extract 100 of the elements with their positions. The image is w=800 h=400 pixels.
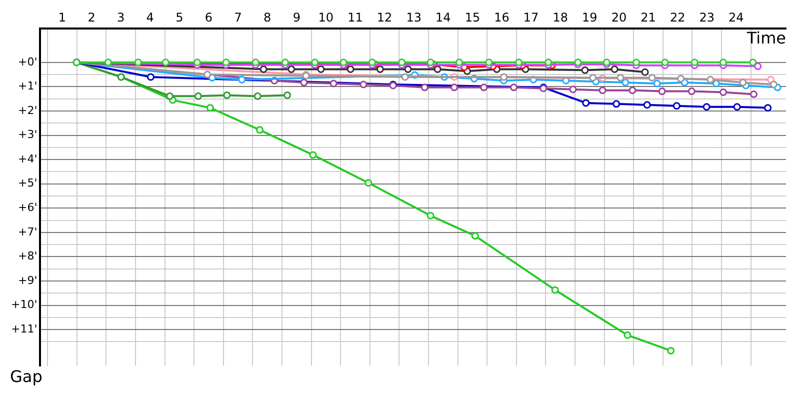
- point: [764, 104, 772, 112]
- point: [471, 232, 479, 240]
- point: [515, 58, 523, 66]
- point: [544, 58, 552, 66]
- x-tick-label: 24: [728, 10, 744, 24]
- point: [628, 86, 636, 94]
- point: [360, 80, 368, 88]
- x-tick-label: 19: [582, 10, 598, 24]
- point: [485, 58, 493, 66]
- x-tick-label: 12: [376, 10, 392, 24]
- point: [616, 74, 624, 82]
- point: [582, 99, 590, 107]
- point: [622, 78, 630, 86]
- point: [610, 65, 618, 73]
- point: [260, 65, 268, 73]
- point: [401, 73, 409, 81]
- x-axis-title: Time: [746, 28, 786, 48]
- x-tick-label: 3: [117, 10, 125, 24]
- point: [398, 58, 406, 66]
- point: [206, 104, 214, 112]
- point: [688, 88, 696, 96]
- point: [551, 286, 559, 294]
- y-tick-label: +1': [18, 80, 38, 93]
- point: [749, 58, 757, 66]
- y-tick-label: +2': [18, 104, 38, 117]
- x-tick-label: 13: [406, 10, 422, 24]
- point: [612, 100, 620, 108]
- point: [720, 58, 728, 66]
- point: [134, 58, 142, 66]
- point: [500, 73, 508, 81]
- y-tick-label: +7': [18, 225, 38, 238]
- y-tick-label: +6': [18, 200, 38, 214]
- point: [426, 212, 434, 220]
- point: [146, 73, 154, 81]
- point: [598, 86, 606, 94]
- point: [706, 76, 714, 84]
- y-tick-label: +10': [10, 298, 38, 312]
- point: [222, 58, 230, 66]
- point: [281, 58, 289, 66]
- x-tick-label: 20: [611, 10, 627, 24]
- y-tick-label: +11': [10, 322, 38, 336]
- point: [254, 92, 262, 100]
- point: [480, 84, 488, 92]
- point: [404, 65, 412, 73]
- x-tick-label: 21: [640, 10, 656, 24]
- point: [733, 103, 741, 111]
- y-axis-title: Gap: [10, 367, 42, 386]
- point: [166, 92, 174, 100]
- point: [750, 90, 758, 98]
- point: [450, 84, 458, 92]
- y-tick-label: +4': [18, 152, 38, 166]
- point: [648, 74, 656, 82]
- x-tick-label: 2: [88, 10, 96, 24]
- point: [194, 92, 202, 100]
- point: [581, 66, 589, 74]
- x-tick-label: 8: [264, 10, 272, 24]
- point: [346, 65, 354, 73]
- point: [288, 65, 296, 73]
- point: [456, 58, 464, 66]
- point: [204, 70, 212, 78]
- x-tick-label: 22: [670, 10, 686, 24]
- point: [667, 346, 675, 354]
- point: [658, 88, 666, 96]
- point: [770, 80, 778, 88]
- point: [309, 151, 317, 159]
- point: [589, 74, 597, 82]
- point: [252, 58, 260, 66]
- point: [330, 80, 338, 88]
- y-tick-label: +8': [18, 250, 38, 263]
- point: [677, 74, 685, 82]
- x-tick-label: 9: [292, 10, 300, 24]
- x-tick-label: 16: [494, 10, 510, 24]
- point: [569, 86, 577, 94]
- point: [104, 58, 112, 66]
- point: [702, 103, 710, 111]
- point: [162, 58, 170, 66]
- point: [690, 58, 698, 66]
- point: [661, 58, 669, 66]
- x-tick-label: 18: [552, 10, 568, 24]
- point: [672, 102, 680, 110]
- point: [426, 58, 434, 66]
- point: [284, 91, 292, 99]
- point: [510, 84, 518, 92]
- point: [624, 331, 632, 339]
- point: [720, 88, 728, 96]
- point: [317, 65, 325, 73]
- x-tick-label: 23: [699, 10, 715, 24]
- point: [754, 62, 762, 70]
- x-tick-label: 7: [234, 10, 242, 24]
- y-tick-label: +3': [18, 128, 38, 142]
- x-tick-label: 4: [146, 10, 154, 24]
- point: [194, 58, 202, 66]
- point: [653, 80, 661, 88]
- x-tick-label: 6: [204, 10, 213, 24]
- y-tick-label: +9': [18, 274, 38, 287]
- point: [376, 65, 384, 73]
- point: [739, 78, 747, 86]
- point: [300, 78, 308, 86]
- point: [641, 68, 649, 76]
- point: [643, 101, 651, 109]
